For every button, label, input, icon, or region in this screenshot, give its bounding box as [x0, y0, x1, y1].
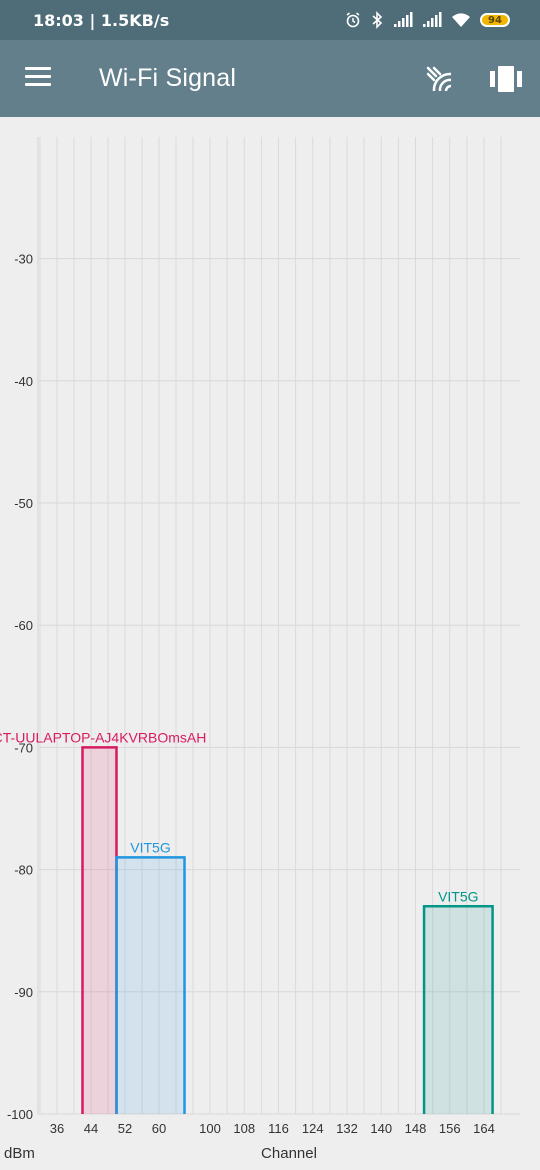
- battery-icon: 94: [480, 13, 510, 27]
- bluetooth-icon: [372, 11, 383, 29]
- x-tick-label: 52: [118, 1121, 132, 1136]
- alarm-icon: [346, 12, 360, 28]
- y-tick-label: -30: [14, 252, 33, 267]
- network-bar-fill: [116, 857, 185, 1114]
- view-toggle-icon[interactable]: [490, 66, 522, 92]
- x-axis-label: Channel: [261, 1145, 317, 1162]
- signal-icon: [394, 12, 413, 27]
- x-tick-label: 44: [84, 1121, 98, 1136]
- network-label: VIT5G: [438, 888, 478, 904]
- app-bar: Wi-Fi Signal: [0, 40, 540, 117]
- battery-level: 94: [488, 14, 502, 26]
- y-tick-label: -100: [7, 1107, 33, 1122]
- x-tick-labels: 36 44 52 60 100 108 116 124 132 140 148 156 164: [50, 1121, 495, 1136]
- network-bars: CT-UULAPTOP-AJ4KVRBOmsAH VIT5G VIT5G: [0, 729, 494, 1114]
- network-bar-fill: [424, 906, 493, 1114]
- y-tick-label: -80: [14, 863, 33, 878]
- y-tick-label: -90: [14, 985, 33, 1000]
- network-bar[interactable]: [422, 905, 494, 1114]
- signal-icon: [423, 12, 442, 27]
- x-tick-label: 108: [233, 1121, 255, 1136]
- status-icons: 94: [345, 10, 510, 30]
- x-tick-label: 140: [370, 1121, 392, 1136]
- x-tick-label: 60: [152, 1121, 166, 1136]
- network-label: VIT5G: [130, 839, 170, 855]
- x-tick-label: 116: [268, 1121, 289, 1136]
- y-tick-label: -50: [14, 496, 33, 511]
- signal-chart: CT-UULAPTOP-AJ4KVRBOmsAH VIT5G VIT5G -30 -4…: [0, 137, 520, 1162]
- x-tick-label: 36: [50, 1121, 64, 1136]
- status-bar: 18:03 | 1.5KB/s 94: [0, 0, 540, 40]
- x-tick-label: 148: [405, 1121, 427, 1136]
- y-tick-label: -70: [14, 740, 33, 755]
- y-tick-labels: -30 -40 -50 -60 -70 -80 -90 -100: [7, 252, 33, 1122]
- network-bar-fill: [82, 747, 117, 1114]
- wifi-icon: [452, 13, 470, 27]
- scan-icon[interactable]: [424, 64, 454, 94]
- x-tick-label: 164: [473, 1121, 495, 1136]
- horizontal-grid: [38, 258, 520, 1115]
- network-bar[interactable]: [115, 856, 186, 1114]
- x-tick-label: 132: [336, 1121, 358, 1136]
- x-tick-label: 156: [439, 1121, 461, 1136]
- y-axis-label: dBm: [4, 1145, 35, 1162]
- menu-icon[interactable]: [25, 67, 51, 89]
- page-title: Wi-Fi Signal: [99, 64, 237, 92]
- y-tick-label: -40: [14, 374, 33, 389]
- y-tick-label: -60: [14, 618, 33, 633]
- network-label: CT-UULAPTOP-AJ4KVRBOmsAH: [0, 729, 206, 745]
- x-tick-label: 124: [302, 1121, 324, 1136]
- x-tick-label: 100: [199, 1121, 221, 1136]
- status-time: 18:03 | 1.5KB/s: [33, 11, 170, 30]
